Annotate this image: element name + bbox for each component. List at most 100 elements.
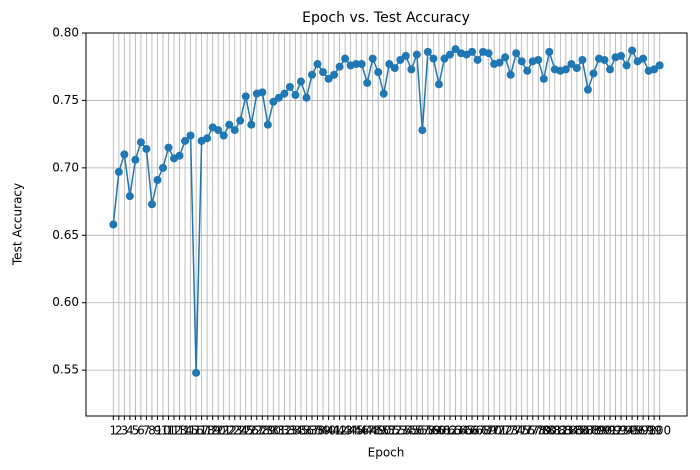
x-tick-label: 100 bbox=[648, 424, 671, 438]
data-point bbox=[468, 47, 477, 56]
x-tick-label: 89 bbox=[591, 424, 606, 438]
data-point bbox=[539, 74, 548, 83]
x-tick-label: 88 bbox=[586, 424, 601, 438]
x-tick-label: 23 bbox=[227, 424, 242, 438]
data-point bbox=[401, 51, 410, 60]
data-point bbox=[203, 134, 212, 143]
x-tick-label: 58 bbox=[420, 424, 435, 438]
data-point bbox=[639, 54, 648, 63]
data-point bbox=[385, 60, 394, 69]
data-point bbox=[225, 120, 234, 129]
x-tick-label: 75 bbox=[514, 424, 529, 438]
data-point bbox=[418, 126, 427, 135]
x-tick-label: 3 bbox=[121, 424, 129, 438]
data-point bbox=[109, 220, 118, 229]
x-tick-label: 65 bbox=[459, 424, 474, 438]
x-tick-label: 84 bbox=[564, 424, 579, 438]
x-tick-label: 7 bbox=[143, 424, 151, 438]
x-tick-label: 87 bbox=[580, 424, 595, 438]
x-tick-label: 9 bbox=[154, 424, 162, 438]
x-tick-label: 36 bbox=[299, 424, 314, 438]
x-tick-label: 26 bbox=[244, 424, 259, 438]
data-point bbox=[445, 50, 454, 59]
x-tick-label: 28 bbox=[255, 424, 270, 438]
data-point bbox=[269, 97, 278, 106]
x-tick-label: 14 bbox=[177, 424, 192, 438]
x-tick-label: 99 bbox=[647, 424, 662, 438]
y-tick-label: 0.55 bbox=[52, 363, 79, 377]
x-tick-label: 4 bbox=[126, 424, 134, 438]
x-tick-label: 2 bbox=[115, 424, 123, 438]
x-tick-label: 97 bbox=[635, 424, 650, 438]
x-tick-label: 70 bbox=[486, 424, 501, 438]
y-tick-label: 0.60 bbox=[52, 295, 79, 309]
data-point bbox=[523, 66, 532, 75]
x-tick-label: 11 bbox=[161, 424, 176, 438]
data-point bbox=[291, 91, 300, 100]
x-tick-label: 73 bbox=[503, 424, 518, 438]
data-point bbox=[330, 70, 339, 79]
x-tick-label: 64 bbox=[453, 424, 468, 438]
x-tick-label: 53 bbox=[393, 424, 408, 438]
x-tick-label: 13 bbox=[172, 424, 187, 438]
y-tick-label: 0.75 bbox=[52, 93, 79, 107]
x-tick-label: 18 bbox=[199, 424, 214, 438]
data-point bbox=[142, 144, 151, 153]
x-tick-label: 98 bbox=[641, 424, 656, 438]
data-point bbox=[341, 54, 350, 63]
x-tick-label: 85 bbox=[569, 424, 584, 438]
x-tick-label: 72 bbox=[498, 424, 513, 438]
data-point bbox=[219, 131, 228, 140]
x-tick-label: 69 bbox=[481, 424, 496, 438]
x-tick-label: 61 bbox=[437, 424, 452, 438]
x-tick-label: 20 bbox=[211, 424, 226, 438]
data-point bbox=[285, 82, 294, 91]
x-tick-label: 68 bbox=[475, 424, 490, 438]
x-tick-label: 56 bbox=[409, 424, 424, 438]
y-tick-label: 0.80 bbox=[52, 26, 79, 40]
data-point bbox=[164, 143, 173, 152]
x-tick-label: 37 bbox=[304, 424, 319, 438]
x-tick-label: 66 bbox=[464, 424, 479, 438]
x-tick-label: 5 bbox=[132, 424, 140, 438]
data-point bbox=[363, 78, 372, 87]
data-point bbox=[600, 55, 609, 64]
x-tick-label: 57 bbox=[415, 424, 430, 438]
data-point bbox=[429, 54, 438, 63]
x-tick-label: 79 bbox=[536, 424, 551, 438]
data-point bbox=[352, 60, 361, 69]
x-tick-label: 19 bbox=[205, 424, 220, 438]
data-point bbox=[655, 61, 664, 70]
chart-title: Epoch vs. Test Accuracy bbox=[302, 10, 470, 26]
x-tick-label: 52 bbox=[387, 424, 402, 438]
x-tick-label: 44 bbox=[343, 424, 358, 438]
x-tick-label: 46 bbox=[354, 424, 369, 438]
data-point bbox=[147, 200, 156, 209]
data-point bbox=[214, 126, 223, 135]
x-tick-label: 27 bbox=[249, 424, 264, 438]
data-point bbox=[423, 47, 432, 56]
data-point bbox=[501, 53, 510, 62]
data-point bbox=[617, 51, 626, 60]
x-tick-label: 24 bbox=[233, 424, 248, 438]
x-axis-label: Epoch bbox=[368, 446, 405, 460]
data-point bbox=[186, 131, 195, 140]
data-point bbox=[407, 65, 416, 74]
x-tick-label: 38 bbox=[310, 424, 325, 438]
data-point bbox=[114, 167, 123, 176]
x-tick-label: 1 bbox=[109, 424, 117, 438]
x-tick-label: 10 bbox=[155, 424, 170, 438]
data-point bbox=[650, 65, 659, 74]
x-tick-label: 8 bbox=[148, 424, 156, 438]
x-tick-label: 31 bbox=[271, 424, 286, 438]
data-point bbox=[606, 65, 615, 74]
x-tick-label: 67 bbox=[470, 424, 485, 438]
x-tick-label: 45 bbox=[349, 424, 364, 438]
data-point bbox=[158, 163, 167, 172]
x-tick-label: 32 bbox=[277, 424, 292, 438]
data-point bbox=[473, 55, 482, 64]
x-tick-label: 74 bbox=[509, 424, 524, 438]
data-point bbox=[545, 47, 554, 56]
data-point bbox=[495, 58, 504, 67]
x-tick-label: 80 bbox=[542, 424, 557, 438]
